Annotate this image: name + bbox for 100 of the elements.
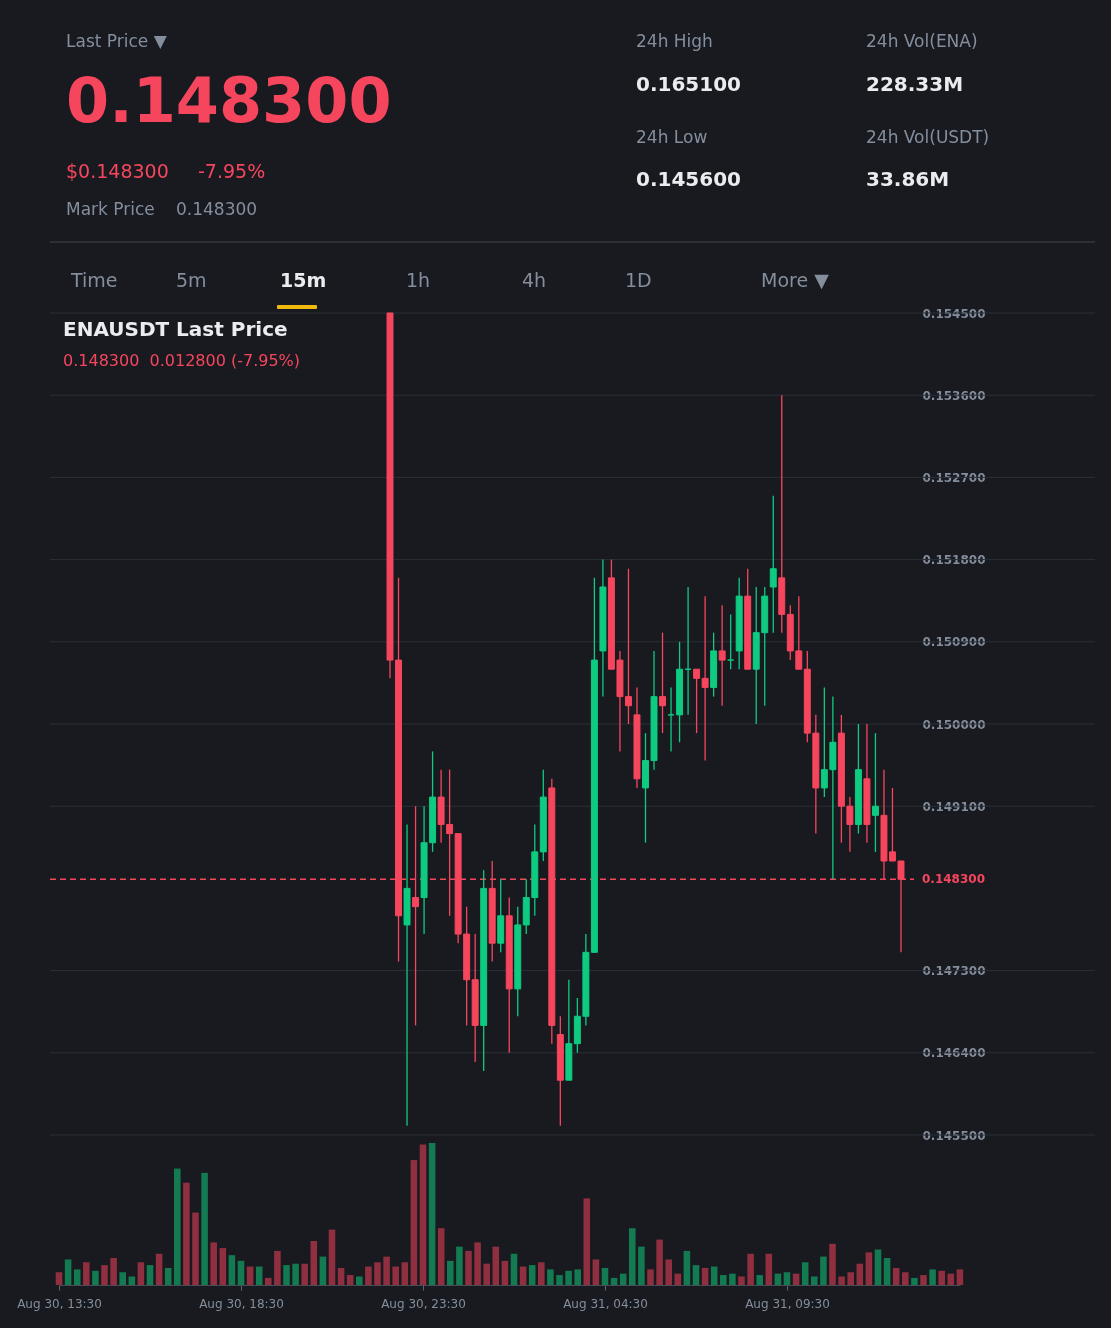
bar [483, 1263, 490, 1285]
bar [801, 1262, 809, 1285]
bar [747, 1253, 754, 1285]
bar [310, 1240, 318, 1285]
x-tick-label: Aug 31, 04:30 [563, 1296, 648, 1311]
bar [692, 1265, 700, 1285]
bar [128, 1276, 136, 1285]
bar [820, 1256, 827, 1285]
bar [629, 1228, 636, 1285]
y-tick-label: 0.146400 [922, 1046, 986, 1061]
text: ENAUSDT Last Price [63, 317, 288, 341]
text: 1h [406, 269, 431, 292]
text: 24h Vol(USDT) [866, 127, 990, 148]
bar [383, 1256, 390, 1285]
bar [565, 1270, 572, 1285]
candlestick [871, 732, 879, 853]
bar [738, 1276, 745, 1285]
bar [319, 1256, 327, 1285]
bar [219, 1248, 227, 1285]
text: 24h Vol(ENA) [866, 31, 978, 52]
text: 0.148300 0.012800 (-7.95%) [63, 351, 301, 370]
text: -7.95% [198, 160, 266, 183]
bar [765, 1253, 773, 1285]
bar [228, 1255, 236, 1285]
bar [365, 1266, 372, 1285]
text: 15m [280, 269, 327, 292]
candlestick [659, 632, 667, 734]
text: 1D [625, 269, 652, 292]
bar [902, 1272, 909, 1285]
x-tick-label: Aug 30, 23:30 [381, 1296, 466, 1311]
bar [956, 1269, 964, 1285]
bar [865, 1252, 873, 1285]
bar [492, 1246, 500, 1285]
ref-line-label: 0.148300 [922, 872, 986, 887]
bar [346, 1275, 354, 1285]
bar [720, 1275, 727, 1285]
bar [55, 1272, 63, 1285]
bar [911, 1277, 918, 1285]
bar [647, 1269, 654, 1285]
bar [683, 1250, 691, 1285]
bar [510, 1253, 518, 1285]
bar [356, 1276, 363, 1285]
bar [283, 1265, 290, 1285]
bar [328, 1229, 336, 1285]
bar [783, 1272, 791, 1285]
bar [829, 1243, 836, 1285]
bar [638, 1246, 645, 1285]
text: $0.148300 [66, 160, 169, 183]
y-tick-label: 0.153600 [922, 388, 986, 403]
bar [856, 1263, 864, 1285]
bar [447, 1260, 454, 1285]
bar [556, 1275, 563, 1285]
text: 24h High [636, 31, 713, 52]
bar [410, 1160, 418, 1285]
text: 0.165100 [636, 71, 742, 96]
bar [601, 1267, 609, 1285]
bar [119, 1272, 126, 1285]
bar [883, 1258, 891, 1285]
bar [155, 1253, 163, 1285]
bar [437, 1228, 445, 1285]
bar [847, 1272, 854, 1285]
text: 228.33M [866, 71, 964, 96]
bar [146, 1265, 154, 1285]
bar [592, 1259, 600, 1285]
bar [192, 1212, 199, 1285]
bar [174, 1168, 181, 1285]
text: More ▼ [761, 269, 829, 292]
bar [547, 1269, 554, 1285]
bar [265, 1277, 272, 1285]
bar [474, 1242, 481, 1285]
bar [73, 1269, 81, 1285]
bar [201, 1172, 208, 1285]
bar [301, 1263, 308, 1285]
bar [583, 1198, 591, 1285]
bar [838, 1276, 845, 1285]
bar [237, 1260, 245, 1285]
candlestick [769, 495, 777, 634]
bar [392, 1266, 399, 1285]
bar [892, 1267, 900, 1285]
bar [92, 1270, 99, 1285]
bar [574, 1269, 581, 1285]
y-tick-label: 0.151800 [922, 553, 986, 568]
y-tick-label: 0.149100 [922, 799, 986, 814]
bar [929, 1269, 936, 1285]
text: Time [71, 269, 118, 292]
text: 0.145600 [636, 166, 742, 191]
bar [419, 1144, 427, 1285]
bar [756, 1275, 763, 1285]
bar [729, 1273, 736, 1285]
candlestick [718, 604, 726, 707]
bar [83, 1262, 90, 1285]
bar [701, 1267, 709, 1285]
y-tick-label: 0.152700 [922, 470, 986, 485]
text: 5m [176, 269, 207, 292]
bar [528, 1265, 536, 1285]
bar [183, 1182, 190, 1285]
candlestick [727, 613, 735, 670]
bar [465, 1250, 472, 1285]
bar [210, 1242, 217, 1285]
bar [401, 1262, 409, 1285]
